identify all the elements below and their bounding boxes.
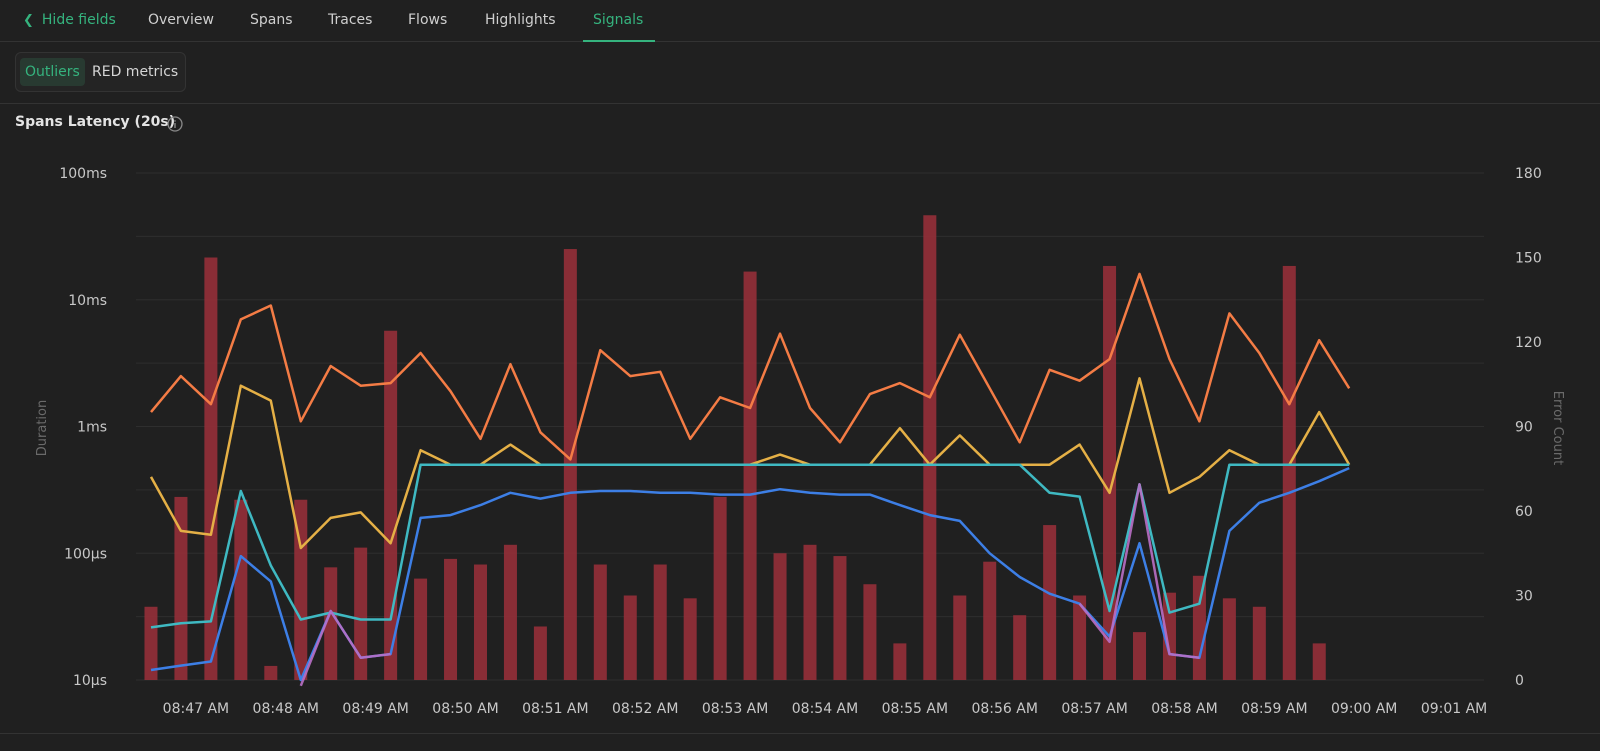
tab-signals-label: Signals [593,12,644,28]
error-count-bar [1013,615,1027,680]
error-count-bar [503,544,517,680]
y-tick-label: 1ms [77,420,107,436]
x-tick-label: 08:52 AM [612,701,678,717]
x-tick-label: 08:49 AM [342,701,408,717]
error-count-bar [683,598,697,680]
y-tick-label: 10µs [73,673,107,689]
hide-fields-label: Hide fields [41,12,116,28]
error-count-bar [533,626,547,680]
spans-latency-chart: 10µs 100µs 1ms 10ms 100ms 0 30 60 90 120 150 180 Dur… [35,166,1565,717]
error-count-bar [414,578,428,680]
error-count-bar [983,561,997,680]
latency-series-line-4 [1078,483,1200,659]
y-axis-label: Duration [35,400,50,456]
error-count-bar [1162,592,1176,680]
error-count-bar [144,606,158,680]
panel-title: Spans Latency (20s) [15,114,176,130]
error-count-bar [953,595,967,680]
panel-divider [0,733,1600,734]
error-count-bar [1103,265,1117,680]
y2-tick-label: 30 [1515,589,1533,605]
error-count-bar [264,665,278,680]
latency-series-line-0 [150,272,1351,461]
error-count-bar [773,553,787,680]
error-count-bar [444,558,458,680]
tab-highlights-label: Highlights [485,12,556,28]
x-tick-label: 08:47 AM [163,701,229,717]
error-count-bar [1312,643,1326,680]
y2-tick-label: 60 [1515,504,1533,520]
tab-traces-label: Traces [328,12,373,28]
tab-highlights[interactable]: Highlights [485,0,556,42]
x-tick-label: 09:00 AM [1331,701,1397,717]
tab-flows[interactable]: Flows [408,0,447,42]
y2-axis-label: Error Count [1550,391,1565,465]
sub-toolbar: Outliers RED metrics [0,42,1600,104]
y2-tick-label: 0 [1515,673,1524,689]
top-nav: ❮ Hide fields Overview Spans Traces Flows… [0,0,1600,42]
y-tick-label: 10ms [68,293,107,309]
error-count-bar [1222,598,1236,680]
tab-overview-label: Overview [148,12,214,28]
y2-tick-label: 90 [1515,420,1533,436]
error-count-bar [1282,265,1296,680]
hide-fields-button[interactable]: ❮ Hide fields [23,0,116,42]
error-count-bar [234,499,248,680]
error-count-bar [1252,606,1266,680]
error-count-bar [743,271,757,680]
view-segmented-control: Outliers RED metrics [15,52,186,92]
x-tick-label: 08:57 AM [1061,701,1127,717]
y-tick-label: 100µs [64,546,107,562]
y2-tick-label: 180 [1515,166,1542,182]
outliers-button[interactable]: Outliers [20,58,85,86]
active-tab-indicator [583,40,656,42]
tab-spans-label: Spans [250,12,293,28]
error-count-bar [354,547,368,680]
x-tick-label: 08:58 AM [1151,701,1217,717]
error-count-bar [384,330,398,680]
x-tick-label: 08:48 AM [253,701,319,717]
error-count-bar [893,643,907,680]
tab-spans[interactable]: Spans [250,0,293,42]
error-count-bar [833,556,847,680]
x-tick-label: 08:59 AM [1241,701,1307,717]
error-count-bar [1073,595,1087,680]
error-count-bar [623,595,637,680]
tab-traces[interactable]: Traces [328,0,372,42]
error-count-bar [324,567,338,680]
error-count-bar [473,564,487,680]
x-tick-label: 08:53 AM [702,701,768,717]
tab-flows-label: Flows [408,12,448,28]
tab-overview[interactable]: Overview [148,0,214,42]
y2-tick-label: 150 [1515,251,1542,267]
error-count-bar [713,496,727,680]
error-count-bar [803,544,817,680]
y2-tick-label: 120 [1515,335,1542,351]
error-count-bar [923,215,937,680]
info-icon[interactable] [167,116,183,132]
error-count-bar [174,496,188,680]
latency-series-line-4 [299,609,391,687]
y-tick-label: 100ms [59,166,107,182]
x-tick-label: 08:56 AM [971,701,1037,717]
error-count-bar [1192,575,1206,680]
error-count-bar [204,257,218,680]
chevron-left-icon: ❮ [23,13,34,28]
error-count-bar [653,564,667,680]
error-count-bar [1043,525,1057,680]
x-tick-label: 08:50 AM [432,701,498,717]
error-count-bar [1133,632,1147,680]
x-tick-label: 09:01 AM [1421,701,1487,717]
red-metrics-button[interactable]: RED metrics [92,64,179,80]
x-tick-label: 08:55 AM [882,701,948,717]
x-tick-label: 08:51 AM [522,701,588,717]
tab-signals[interactable]: Signals [583,0,656,42]
error-count-bar [863,584,877,680]
latency-series-line-2 [150,463,1350,629]
x-tick-label: 08:54 AM [792,701,858,717]
error-count-bar [593,564,607,680]
